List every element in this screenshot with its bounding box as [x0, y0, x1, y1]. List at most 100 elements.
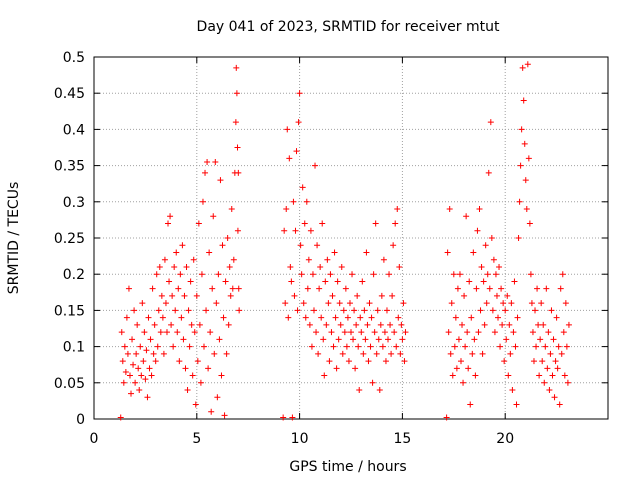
data-point	[492, 271, 499, 278]
data-point	[459, 321, 466, 328]
data-point	[487, 119, 494, 126]
data-point	[183, 263, 190, 270]
data-point	[198, 271, 205, 278]
data-point	[488, 235, 495, 241]
data-point	[356, 387, 363, 394]
data-point	[525, 155, 532, 162]
data-point	[181, 292, 188, 299]
data-point	[378, 292, 385, 299]
data-point	[207, 329, 214, 336]
data-point	[507, 350, 514, 357]
data-point	[204, 158, 211, 165]
data-point	[480, 278, 487, 285]
data-point	[143, 347, 150, 354]
data-point	[200, 343, 207, 350]
data-point	[548, 307, 555, 314]
data-point	[185, 307, 192, 314]
data-point	[285, 314, 292, 321]
data-point	[137, 343, 144, 350]
data-point	[363, 249, 370, 256]
data-point	[372, 220, 379, 227]
y-tick-label: 0.2	[63, 267, 85, 283]
data-point	[399, 336, 406, 343]
data-point	[235, 169, 242, 176]
data-point	[358, 329, 365, 336]
data-point	[152, 358, 159, 365]
data-point	[329, 292, 336, 299]
data-point	[216, 336, 223, 343]
data-point	[175, 285, 182, 292]
data-point	[498, 285, 505, 292]
data-point	[117, 414, 124, 421]
data-point	[522, 177, 529, 184]
data-point	[549, 372, 556, 379]
data-point	[120, 379, 127, 386]
data-point	[229, 285, 236, 292]
data-point	[392, 220, 399, 227]
data-point	[144, 394, 151, 401]
data-point	[196, 321, 203, 328]
data-point	[546, 387, 553, 394]
data-point	[327, 271, 334, 278]
data-point	[165, 220, 172, 227]
data-point	[294, 307, 301, 314]
data-point	[301, 220, 308, 227]
data-point	[524, 61, 531, 68]
data-point	[357, 314, 364, 321]
data-point	[371, 329, 378, 336]
data-point	[295, 119, 302, 126]
data-point	[519, 64, 526, 71]
data-point	[505, 372, 512, 379]
data-point	[452, 314, 459, 321]
data-point	[178, 314, 185, 321]
data-point	[364, 321, 371, 328]
data-point	[199, 198, 206, 205]
data-point	[486, 285, 493, 292]
data-point	[509, 387, 516, 394]
data-point	[497, 343, 504, 350]
data-point	[160, 350, 167, 357]
data-point	[139, 300, 146, 307]
data-point	[149, 285, 156, 292]
data-point	[366, 300, 373, 307]
data-point	[552, 358, 559, 365]
data-point	[514, 314, 521, 321]
data-point	[148, 372, 155, 379]
data-point	[518, 126, 525, 133]
data-point	[230, 256, 237, 263]
data-point	[467, 401, 474, 408]
data-point	[193, 292, 200, 299]
data-point	[290, 198, 297, 205]
data-point	[390, 242, 397, 249]
data-point	[188, 321, 195, 328]
data-point	[197, 379, 204, 386]
data-point	[446, 206, 453, 213]
data-point	[561, 372, 568, 379]
data-point	[485, 169, 492, 176]
data-point	[481, 321, 488, 328]
data-point	[118, 329, 125, 336]
data-point	[300, 300, 307, 307]
data-point	[126, 372, 133, 379]
data-point	[471, 336, 478, 343]
y-tick-label: 0.25	[54, 231, 85, 247]
data-point	[129, 336, 136, 343]
data-point	[564, 379, 571, 386]
data-point	[219, 242, 226, 249]
axis-ticks: 0 0.05 0.1 0.15 0.2 0.25 0.3 0.35 0.4 0.45 0.5 0 5 10…	[54, 50, 608, 447]
data-point	[202, 169, 209, 176]
data-point	[517, 162, 524, 169]
data-point	[478, 263, 485, 270]
data-point	[138, 372, 145, 379]
data-point	[171, 263, 178, 270]
data-point	[445, 329, 452, 336]
data-point	[352, 365, 359, 372]
data-point	[331, 249, 338, 256]
data-point	[163, 329, 170, 336]
data-point	[303, 198, 310, 205]
data-point	[389, 292, 396, 299]
data-point	[483, 300, 490, 307]
data-point	[135, 365, 142, 372]
data-point	[558, 350, 565, 357]
data-point	[453, 365, 460, 372]
